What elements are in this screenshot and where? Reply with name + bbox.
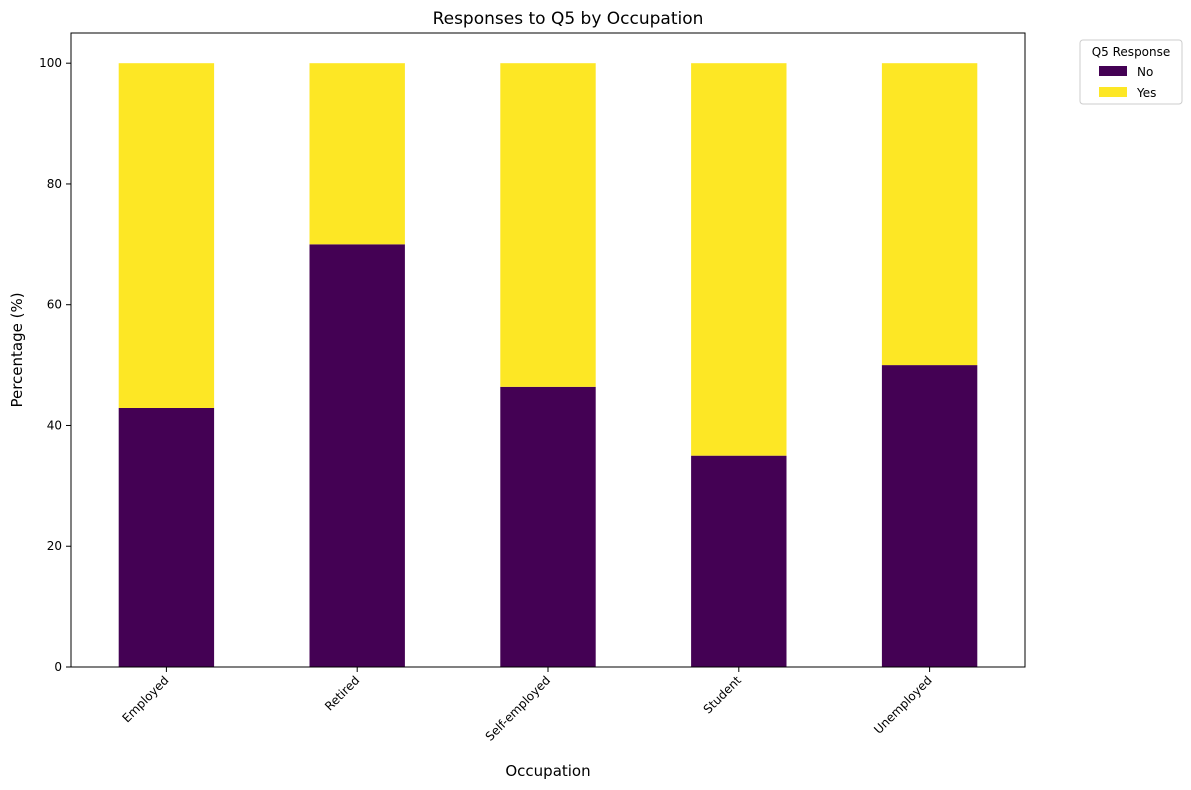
x-tick-label: Retired [322,673,362,713]
y-tick-label: 20 [47,539,62,553]
bar-yes-student [691,63,787,456]
legend-swatch-yes [1099,87,1127,97]
y-axis-label: Percentage (%) [8,292,26,407]
legend-swatch-no [1099,66,1127,76]
y-axis: 0 20 40 60 80 100 [39,56,71,674]
y-tick-label: 40 [47,418,62,432]
legend-title: Q5 Response [1092,45,1171,59]
x-axis: Employed Retired Self-employed Student Unemp… [119,667,935,744]
y-tick-label: 80 [47,177,62,191]
bar-yes-employed [118,63,215,408]
legend-label-yes: Yes [1136,86,1156,100]
y-tick-label: 100 [39,56,62,70]
bar-no-employed [118,407,215,667]
bar-no-retired [309,244,405,667]
y-tick-label: 0 [54,660,62,674]
x-tick-label: Unemployed [871,673,935,737]
bars-group [118,63,978,667]
bar-no-self-employed [500,386,596,667]
bar-yes-retired [309,63,405,245]
legend-label-no: No [1137,65,1153,79]
x-tick-label: Student [701,673,745,717]
x-tick-label: Self-employed [483,673,554,744]
bar-yes-self-employed [500,63,596,387]
bar-yes-unemployed [881,63,978,366]
legend-entries: No Yes [1099,65,1156,100]
chart-title: Responses to Q5 by Occupation [433,9,704,29]
x-axis-label: Occupation [505,762,590,780]
bar-no-unemployed [881,365,978,667]
y-tick-label: 60 [47,298,62,312]
x-tick-label: Employed [119,673,171,725]
legend: Q5 Response No Yes [1079,39,1183,105]
bar-no-student [691,455,787,667]
